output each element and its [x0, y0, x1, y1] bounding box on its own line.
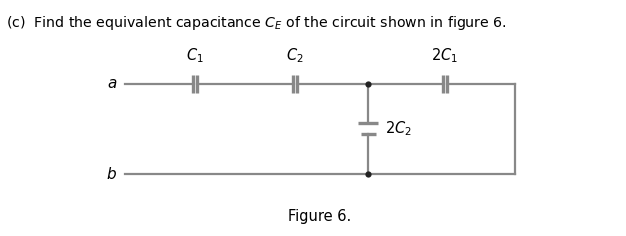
- Text: $2C_1$: $2C_1$: [431, 46, 458, 65]
- Text: $C_1$: $C_1$: [186, 46, 204, 65]
- Text: $b$: $b$: [106, 166, 117, 182]
- Text: $2C_2$: $2C_2$: [385, 120, 412, 138]
- Text: (c)  Find the equivalent capacitance $C_E$ of the circuit shown in figure 6.: (c) Find the equivalent capacitance $C_E…: [6, 14, 507, 33]
- Text: $C_2$: $C_2$: [286, 46, 304, 65]
- Text: $a$: $a$: [106, 76, 117, 92]
- Text: Figure 6.: Figure 6.: [289, 209, 352, 224]
